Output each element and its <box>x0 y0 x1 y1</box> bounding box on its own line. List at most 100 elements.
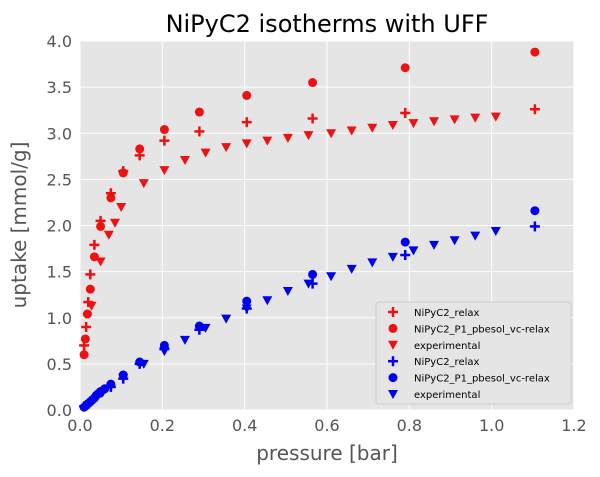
data-point-triangle-down <box>138 359 149 369</box>
y-tick-label: 0.5 <box>47 355 72 374</box>
data-point-triangle-down <box>179 156 190 166</box>
data-point-circle <box>80 334 90 344</box>
data-point-circle <box>400 237 410 247</box>
data-point-circle <box>106 379 116 389</box>
data-point-triangle-down <box>346 126 357 136</box>
y-tick-label: 2.5 <box>47 170 72 189</box>
data-point-triangle-down <box>200 148 211 158</box>
data-point-triangle-down <box>86 301 97 311</box>
legend-marker <box>388 373 398 383</box>
y-axis-label: uptake [mmol/g] <box>7 142 31 309</box>
data-point-triangle-down <box>282 286 293 296</box>
legend-marker <box>388 390 398 399</box>
data-point-circle <box>85 284 95 294</box>
data-point-triangle-down <box>138 179 149 189</box>
data-point-triangle-down <box>490 227 501 237</box>
data-point-triangle-down <box>179 335 190 345</box>
legend-label: experimental <box>414 390 480 401</box>
data-point-triangle-down <box>221 314 232 324</box>
data-point-plus <box>400 250 411 261</box>
data-point-triangle-down <box>116 203 127 213</box>
data-point-triangle-down <box>429 240 440 250</box>
data-point-circle <box>530 206 540 216</box>
data-point-triangle-down <box>221 143 232 153</box>
data-point-circle <box>118 168 128 178</box>
data-point-circle <box>242 90 252 100</box>
data-point-circle <box>79 350 89 360</box>
y-tick-label: 1.0 <box>47 309 72 328</box>
data-point-circle <box>135 144 145 154</box>
data-point-plus <box>159 135 170 146</box>
data-point-plus <box>307 113 318 124</box>
data-point-circle <box>159 125 169 135</box>
x-tick-label: 0.4 <box>232 416 257 435</box>
data-point-triangle-down <box>470 231 481 241</box>
data-point-triangle-down <box>449 236 460 246</box>
data-point-triangle-down <box>449 115 460 125</box>
data-point-triangle-down <box>109 218 120 228</box>
x-tick-label: 1.0 <box>479 416 504 435</box>
y-tick-label: 0.0 <box>47 401 72 420</box>
data-point-circle <box>242 296 252 306</box>
data-point-plus <box>400 107 411 118</box>
data-point-circle <box>106 193 116 203</box>
data-point-triangle-down <box>262 136 273 146</box>
data-point-triangle-down <box>408 119 419 129</box>
data-point-triangle-down <box>429 117 440 127</box>
data-point-triangle-down <box>490 112 501 122</box>
data-point-plus <box>89 239 100 250</box>
data-point-triangle-down <box>241 304 252 314</box>
data-point-triangle-down <box>159 346 170 356</box>
data-point-plus <box>85 269 96 280</box>
series-2 <box>86 112 501 311</box>
data-point-circle <box>530 47 540 57</box>
legend-label: NiPyC2_relax <box>414 357 480 368</box>
data-point-plus <box>529 104 540 115</box>
y-tick-label: 4.0 <box>47 32 72 51</box>
x-tick-labels: 0.0 0.2 0.4 0.6 0.8 1.0 1.2 <box>67 416 586 435</box>
data-point-triangle-down <box>367 123 378 133</box>
data-point-circle <box>308 78 318 88</box>
y-tick-label: 1.5 <box>47 263 72 282</box>
y-tick-label: 2.0 <box>47 217 72 236</box>
x-tick-label: 0.6 <box>314 416 339 435</box>
data-point-triangle-down <box>367 258 378 268</box>
series-5 <box>97 227 501 398</box>
x-tick-label: 1.2 <box>561 416 586 435</box>
data-point-circle <box>400 63 410 73</box>
legend-label: NiPyC2_P1_pbesol_vc-relax <box>414 374 550 385</box>
data-point-triangle-down <box>326 129 337 139</box>
data-point-triangle-down <box>241 139 252 149</box>
legend-label: NiPyC2_P1_pbesol_vc-relax <box>414 324 550 335</box>
legend-marker <box>388 323 398 333</box>
x-axis-label: pressure [bar] <box>256 441 398 465</box>
y-tick-labels: 0.0 0.5 1.0 1.5 2.0 2.5 3.0 3.5 4.0 <box>47 32 72 420</box>
data-point-circle <box>194 321 204 331</box>
x-tick-label: 0.8 <box>397 416 422 435</box>
legend-label: NiPyC2_relax <box>414 308 480 319</box>
legend-marker <box>388 307 398 317</box>
data-point-circle <box>82 309 92 319</box>
chart-title: NiPyC2 isotherms with UFF <box>166 10 489 38</box>
data-point-triangle-down <box>408 246 419 256</box>
data-point-triangle-down <box>159 166 170 176</box>
data-point-triangle-down <box>262 296 273 306</box>
data-point-triangle-down <box>282 133 293 143</box>
data-point-plus <box>529 221 540 232</box>
data-point-triangle-down <box>346 264 357 274</box>
data-point-circle <box>194 107 204 117</box>
data-point-plus <box>241 117 252 128</box>
data-point-triangle-down <box>326 272 337 282</box>
legend-marker <box>388 356 398 367</box>
data-point-triangle-down <box>387 120 398 130</box>
data-point-triangle-down <box>387 252 398 262</box>
series-1 <box>79 47 540 360</box>
y-tick-label: 3.5 <box>47 78 72 97</box>
data-point-circle <box>308 269 318 279</box>
legend-marker <box>388 340 398 350</box>
data-point-triangle-down <box>303 279 314 289</box>
data-point-triangle-down <box>118 373 129 383</box>
data-point-triangle-down <box>303 131 314 141</box>
data-point-triangle-down <box>470 113 481 123</box>
